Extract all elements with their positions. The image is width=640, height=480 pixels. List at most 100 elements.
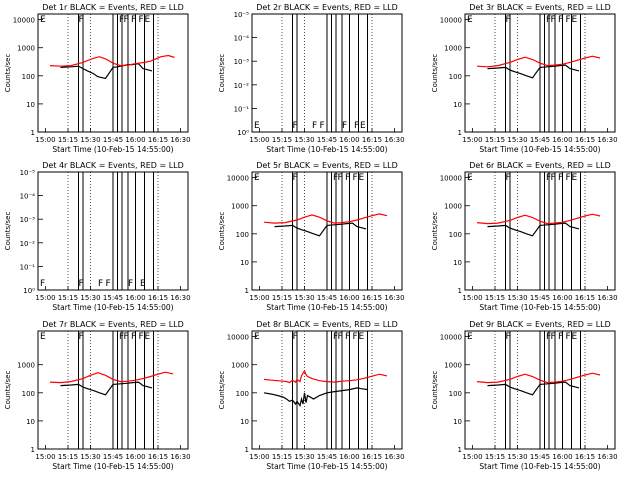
events-line [60,63,153,80]
x-tick-label: 15:00 [462,294,482,302]
x-tick-label: 15:15 [58,294,78,302]
x-tick-label: 16:15 [575,294,595,302]
flag-label: F [40,279,45,289]
x-tick-label: 16:15 [362,453,382,461]
flag-label: F [558,15,563,25]
y-tick-label: 1 [458,446,462,454]
y-tick-label: 10⁻¹ [20,263,36,271]
y-axis-label: Counts/sec [431,371,439,410]
x-tick-label: 15:45 [530,294,550,302]
flag-label: F [293,173,298,183]
x-tick-label: 15:30 [80,453,100,461]
x-tick-label: 16:30 [597,453,617,461]
events-line [487,381,580,396]
panel-title: Det 9r BLACK = Events, RED = LLD [469,320,611,329]
y-tick-label: 100 [22,390,35,398]
flag-label: E [254,332,260,342]
y-tick-label: 100 [236,231,249,239]
flag-label: F [566,332,571,342]
events-line [487,222,580,237]
lld-line [476,213,601,225]
y-tick-label: 1000 [444,203,462,211]
y-tick-label: 1 [31,446,35,454]
x-tick-label: 16:00 [552,136,572,144]
flag-label: E [572,173,578,183]
flag-label: F [506,15,511,25]
x-tick-label: 15:30 [294,136,314,144]
y-tick-label: 100 [449,73,462,81]
y-tick-label: 1 [458,287,462,295]
flag-label: F [566,15,571,25]
x-tick-label: 16:00 [125,294,145,302]
x-tick-label: 15:45 [103,453,123,461]
x-tick-label: 16:30 [170,136,190,144]
panel-title: Det 2r BLACK = Events, RED = LLD [256,3,398,12]
panel-title: Det 5r BLACK = Events, RED = LLD [256,161,398,170]
flag-label: F [98,279,103,289]
panel-title: Det 3r BLACK = Events, RED = LLD [469,3,611,12]
y-tick-label: 1000 [444,362,462,370]
flag-label: F [333,173,338,183]
x-tick-label: 15:30 [507,136,527,144]
x-tick-label: 16:30 [170,294,190,302]
x-tick-label: 16:15 [575,453,595,461]
flag-label: F [353,173,358,183]
lld-line [476,372,601,384]
flag-label: F [320,121,325,131]
x-tick-label: 16:30 [384,453,404,461]
flag-label: F [131,332,136,342]
x-axis-label: Start Time (10-Feb-15 14:55:00) [266,462,387,471]
flag-label: F [342,121,347,131]
flag-label: E [40,332,46,342]
flag-label: F [551,15,556,25]
flag-label: F [119,332,124,342]
flag-label: F [551,173,556,183]
y-axis-label: Counts/sec [431,54,439,93]
flag-label: E [145,15,151,25]
flag-label: F [551,332,556,342]
flag-label: F [312,121,317,131]
lld-line [49,371,174,384]
events-line [274,222,367,237]
y-tick-label: 100 [236,390,249,398]
x-tick-label: 15:00 [249,453,269,461]
x-tick-label: 15:15 [58,136,78,144]
flag-label: E [572,15,578,25]
y-tick-label: 10 [26,101,35,109]
flag-label: E [572,332,578,342]
flag-label: E [467,15,473,25]
flag-label: F [338,332,343,342]
y-tick-label: 10000 [227,175,249,183]
flag-label: E [254,121,260,131]
y-tick-label: 10⁰ [237,129,249,137]
x-tick-label: 15:45 [317,136,337,144]
flag-label: F [506,332,511,342]
flag-label: F [558,173,563,183]
y-tick-label: 1 [245,287,249,295]
x-tick-label: 15:15 [58,453,78,461]
y-tick-label: 10000 [13,17,35,25]
x-tick-label: 15:00 [35,136,55,144]
flag-label: F [106,279,111,289]
x-tick-label: 16:15 [148,453,168,461]
x-tick-label: 15:30 [294,453,314,461]
flag-label: F [546,332,551,342]
flag-label: F [293,332,298,342]
flag-label: F [333,332,338,342]
y-tick-label: 1000 [231,362,249,370]
x-tick-label: 15:30 [507,294,527,302]
flag-label: F [354,121,359,131]
y-tick-label: 10 [453,259,462,267]
x-tick-label: 15:30 [80,294,100,302]
flag-label: F [345,173,350,183]
x-tick-label: 15:15 [272,453,292,461]
lld-line [263,213,388,224]
x-tick-label: 16:30 [384,294,404,302]
y-tick-label: 1 [245,446,249,454]
